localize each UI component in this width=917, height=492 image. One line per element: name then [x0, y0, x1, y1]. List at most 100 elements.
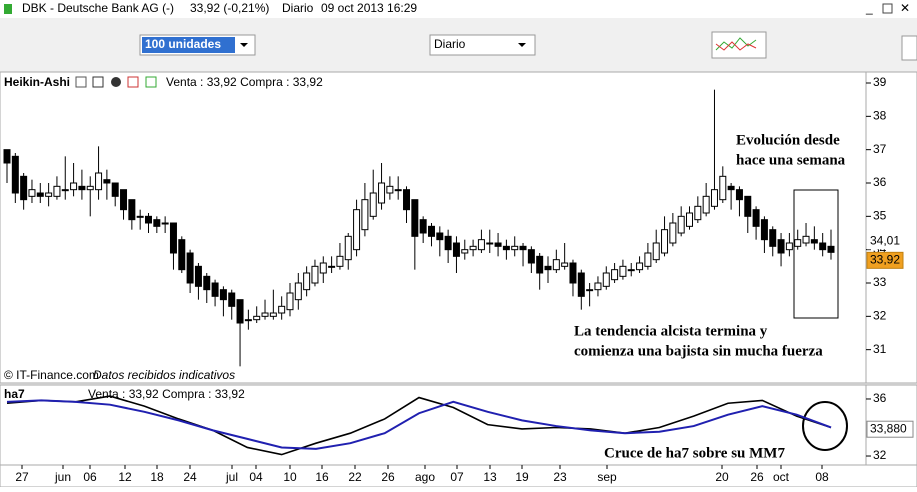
candle-body — [669, 222, 677, 244]
candle-body — [286, 292, 294, 311]
candle-body — [744, 195, 752, 217]
candle-body — [419, 219, 427, 234]
candle-body — [802, 235, 810, 244]
x-tick-label: 18 — [150, 470, 164, 484]
x-tick-label: 06 — [83, 470, 97, 484]
x-tick-label: 23 — [553, 470, 567, 484]
candle-body — [261, 312, 269, 317]
candle-body — [785, 242, 793, 251]
y-tick-label: 36 — [873, 391, 887, 405]
candle-body — [178, 239, 186, 271]
minimize-button[interactable]: _ — [865, 1, 873, 15]
candle-body — [95, 172, 103, 191]
x-tick-label: 26 — [381, 470, 395, 484]
candle-body — [461, 249, 469, 254]
candle-body — [203, 275, 211, 291]
candle-body — [394, 189, 402, 192]
settings-icon[interactable] — [75, 76, 87, 88]
maximize-button[interactable] — [882, 3, 893, 14]
candle-body — [769, 229, 777, 247]
candle-body — [78, 185, 86, 191]
candle-body — [378, 182, 386, 204]
quantity-value: 100 unidades — [145, 37, 221, 51]
candle-body — [777, 239, 785, 254]
candle-body — [144, 215, 152, 224]
candle-body — [552, 259, 560, 271]
candle-body — [236, 299, 244, 324]
x-tick-label: 10 — [283, 470, 297, 484]
annotation: hace una semana — [736, 152, 846, 168]
candle-body — [103, 179, 111, 184]
period-value: Diario — [434, 37, 466, 51]
indicator-button[interactable] — [711, 31, 767, 59]
x-tick-label: 07 — [450, 470, 464, 484]
candle-body — [752, 209, 760, 227]
candle-body — [760, 219, 768, 241]
candle-body — [136, 215, 144, 218]
indicator-quote: Venta : 33,92 Compra : 33,92 — [88, 387, 245, 401]
close-icon[interactable] — [111, 77, 121, 87]
indicator-line — [6, 395, 832, 456]
candle-body — [128, 199, 136, 221]
y-tick-label: 31 — [873, 342, 887, 356]
close-button[interactable]: ✕ — [900, 1, 910, 15]
candle-body — [228, 292, 236, 307]
candle-body — [161, 222, 169, 225]
candle-body — [486, 242, 494, 245]
price-label: 33,92 — [870, 253, 900, 267]
candle-body — [544, 265, 552, 271]
x-tick-label: jun — [54, 470, 71, 484]
candle-body — [169, 222, 177, 254]
window-icon[interactable] — [92, 76, 104, 88]
candle-body — [411, 199, 419, 237]
candle-body — [70, 182, 78, 191]
candle-body — [652, 242, 660, 261]
x-tick-label: 26 — [750, 470, 764, 484]
candle-body — [644, 252, 652, 267]
y-tick-label: 36 — [873, 175, 887, 189]
candle-body — [661, 229, 669, 254]
candle-body — [361, 199, 369, 231]
down-icon[interactable] — [127, 76, 139, 88]
candle-body — [186, 252, 194, 284]
price-axis — [865, 71, 917, 384]
candle-body — [702, 195, 710, 214]
y-tick-label: 33 — [873, 275, 887, 289]
x-tick-label: 04 — [249, 470, 263, 484]
candle-body — [561, 262, 569, 267]
candle-body — [153, 219, 161, 227]
period-dropdown[interactable] — [429, 34, 536, 56]
candle-body — [694, 205, 702, 221]
candle-body — [686, 212, 694, 227]
candle-body — [111, 182, 119, 197]
candle-body — [211, 282, 219, 297]
candle-body — [11, 155, 19, 194]
indicator-name: ha7 — [4, 387, 25, 401]
dropdown-arrow — [518, 43, 526, 47]
data-note: Datos recibidos indicativos — [93, 368, 235, 382]
highlight-box — [793, 189, 839, 319]
candle-body — [294, 282, 302, 301]
quantity-selection — [142, 37, 235, 53]
candle-body — [303, 272, 311, 291]
x-tick-label: sep — [597, 470, 617, 484]
annotation: comienza una bajista sin mucha fuerza — [574, 343, 823, 359]
candle-body — [369, 192, 377, 217]
y-tick-label: 32 — [873, 448, 887, 462]
window-price: 33,92 (-0,21%) — [190, 1, 269, 15]
candle-body — [86, 185, 94, 191]
side-button[interactable] — [901, 35, 917, 61]
candle-body — [311, 265, 319, 284]
candle-body — [569, 262, 577, 284]
value-label-box — [866, 420, 914, 438]
candle-body — [519, 245, 527, 251]
candle-body — [619, 265, 627, 277]
highlight-circle — [802, 401, 848, 451]
up-icon[interactable] — [145, 76, 157, 88]
annotation: Evolución desde — [736, 132, 840, 148]
candle-body — [477, 239, 485, 251]
candle-body — [810, 239, 818, 244]
candle-body — [244, 319, 252, 322]
candle-body — [253, 315, 261, 321]
